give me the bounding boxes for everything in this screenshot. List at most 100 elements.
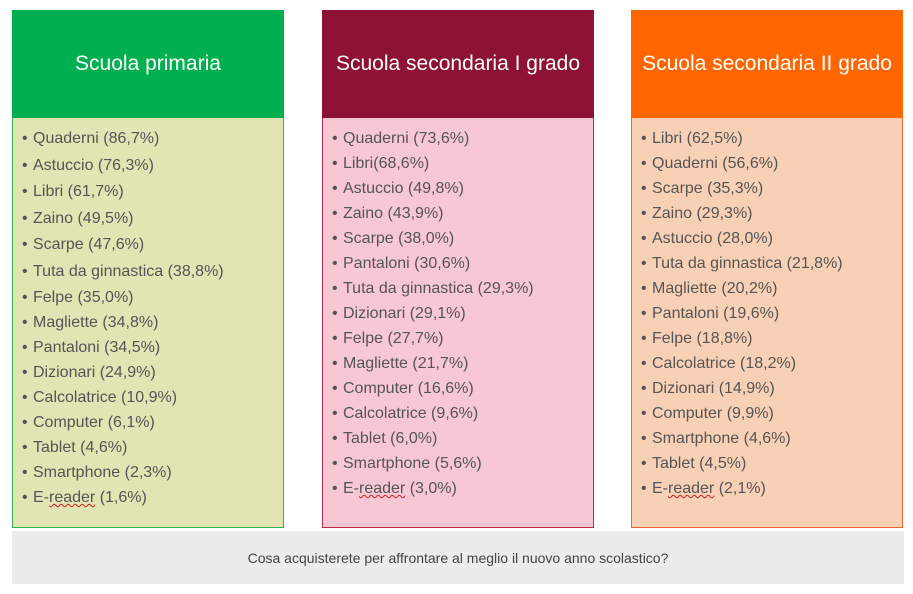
list-item: • Zaino (43,9%) [332, 201, 593, 226]
bullet-icon: • [332, 180, 338, 197]
list-item: • Scarpe (38,0%) [332, 226, 593, 251]
column-list-box: • Quaderni (73,6%) • Libri(68,6%) • Astucci… [322, 118, 594, 528]
bullet-icon: • [641, 255, 647, 272]
list-item: • Magliette (20,2%) [641, 276, 902, 301]
bullet-icon: • [22, 389, 28, 406]
list-item: • E-reader (3,0%) [332, 476, 593, 501]
bullet-icon: • [332, 405, 338, 422]
bullet-icon: • [641, 280, 647, 297]
list-item: • Quaderni (86,7%) [22, 126, 283, 153]
bullet-icon: • [641, 330, 647, 347]
column-scuola-secondaria-1: Scuola secondaria I grado • Quaderni (73,… [322, 10, 594, 528]
bullet-icon: • [641, 430, 647, 447]
bullet-icon: • [332, 230, 338, 247]
column-header: Scuola secondaria I grado [322, 10, 594, 118]
bullet-icon: • [22, 314, 28, 331]
list-item: • Tablet (4,6%) [22, 435, 283, 460]
column-header: Scuola primaria [12, 10, 284, 118]
bullet-icon: • [641, 305, 647, 322]
list-item: • Felpe (27,7%) [332, 326, 593, 351]
bullet-icon: • [641, 405, 647, 422]
column-scuola-secondaria-2: Scuola secondaria II grado • Libri (62,5%… [631, 10, 903, 528]
list-item: • Pantaloni (19,6%) [641, 301, 902, 326]
bullet-icon: • [641, 155, 647, 172]
bullet-icon: • [22, 439, 28, 456]
bullet-icon: • [641, 355, 647, 372]
bullet-icon: • [22, 364, 28, 381]
column-list-box: • Quaderni (86,7%) • Astuccio (76,3%) • Lib… [12, 118, 284, 528]
bullet-icon: • [332, 430, 338, 447]
bullet-icon: • [332, 305, 338, 322]
bullet-icon: • [22, 262, 28, 280]
question-footer: Cosa acquisterete per affrontare al megl… [12, 531, 904, 584]
list-item: • Tuta da ginnastica (38,8%) [22, 259, 283, 286]
bullet-icon: • [641, 130, 647, 147]
bullet-icon: • [332, 155, 338, 172]
list-item: • Astuccio (76,3%) [22, 153, 283, 180]
list-item: • Dizionari (14,9%) [641, 376, 902, 401]
bullet-icon: • [641, 205, 647, 222]
list-item: • Calcolatrice (9,6%) [332, 401, 593, 426]
items-list: • Libri (62,5%) • Quaderni (56,6%) • Scarpe… [641, 126, 902, 501]
list-item: • Pantaloni (34,5%) [22, 335, 283, 360]
list-item: • Tablet (6,0%) [332, 426, 593, 451]
list-item: • Computer (9,9%) [641, 401, 902, 426]
bullet-icon: • [22, 130, 28, 147]
bullet-icon: • [22, 156, 28, 174]
list-item: • Dizionari (29,1%) [332, 301, 593, 326]
list-item: • Felpe (18,8%) [641, 326, 902, 351]
bullet-icon: • [332, 480, 338, 497]
list-item: • Dizionari (24,9%) [22, 360, 283, 385]
bullet-icon: • [22, 183, 28, 200]
list-item: • Astuccio (28,0%) [641, 226, 902, 251]
list-item: • Libri (62,5%) [641, 126, 902, 151]
bullet-icon: • [22, 289, 28, 306]
list-item: • Computer (16,6%) [332, 376, 593, 401]
bullet-icon: • [641, 180, 647, 197]
column-list-box: • Libri (62,5%) • Quaderni (56,6%) • Scarpe… [631, 118, 903, 528]
list-item: • E-reader (2,1%) [641, 476, 902, 501]
bullet-icon: • [332, 355, 338, 372]
list-item: • Quaderni (56,6%) [641, 151, 902, 176]
bullet-icon: • [641, 455, 647, 472]
column-title: Scuola primaria [75, 52, 221, 75]
list-item: • Smartphone (4,6%) [641, 426, 902, 451]
bullet-icon: • [332, 280, 338, 297]
bullet-icon: • [22, 209, 28, 227]
bullet-icon: • [22, 464, 28, 481]
list-item: • Scarpe (47,6%) [22, 232, 283, 259]
bullet-icon: • [22, 489, 28, 506]
list-item: • Astuccio (49,8%) [332, 176, 593, 201]
list-item: • Tablet (4,5%) [641, 451, 902, 476]
list-item: • Magliette (21,7%) [332, 351, 593, 376]
bullet-icon: • [332, 380, 338, 397]
list-item: • Scarpe (35,3%) [641, 176, 902, 201]
list-item: • Calcolatrice (18,2%) [641, 351, 902, 376]
bullet-icon: • [332, 330, 338, 347]
bullet-icon: • [641, 480, 647, 497]
list-item: • Magliette (34,8%) [22, 310, 283, 335]
items-list: • Quaderni (73,6%) • Libri(68,6%) • Astucci… [332, 126, 593, 501]
bullet-icon: • [641, 230, 647, 247]
bullet-icon: • [332, 205, 338, 222]
bullet-icon: • [22, 414, 28, 431]
column-title: Scuola secondaria I grado [336, 52, 580, 75]
column-title: Scuola secondaria II grado [642, 52, 892, 75]
list-item: • Smartphone (2,3%) [22, 460, 283, 485]
list-item: • Calcolatrice (10,9%) [22, 385, 283, 410]
list-item: • Zaino (29,3%) [641, 201, 902, 226]
bullet-icon: • [332, 255, 338, 272]
bullet-icon: • [332, 130, 338, 147]
bullet-icon: • [22, 236, 28, 253]
list-item: • Quaderni (73,6%) [332, 126, 593, 151]
bullet-icon: • [22, 339, 28, 356]
list-item: • Tuta da ginnastica (21,8%) [641, 251, 902, 276]
bullet-icon: • [332, 455, 338, 472]
list-item: • Computer (6,1%) [22, 410, 283, 435]
list-item: • E-reader (1,6%) [22, 485, 283, 510]
bullet-icon: • [641, 380, 647, 397]
column-scuola-primaria: Scuola primaria • Quaderni (86,7%) • Astuc… [12, 10, 284, 528]
column-header: Scuola secondaria II grado [631, 10, 903, 118]
items-list: • Quaderni (86,7%) • Astuccio (76,3%) • Lib… [22, 126, 283, 510]
list-item: • Libri(68,6%) [332, 151, 593, 176]
